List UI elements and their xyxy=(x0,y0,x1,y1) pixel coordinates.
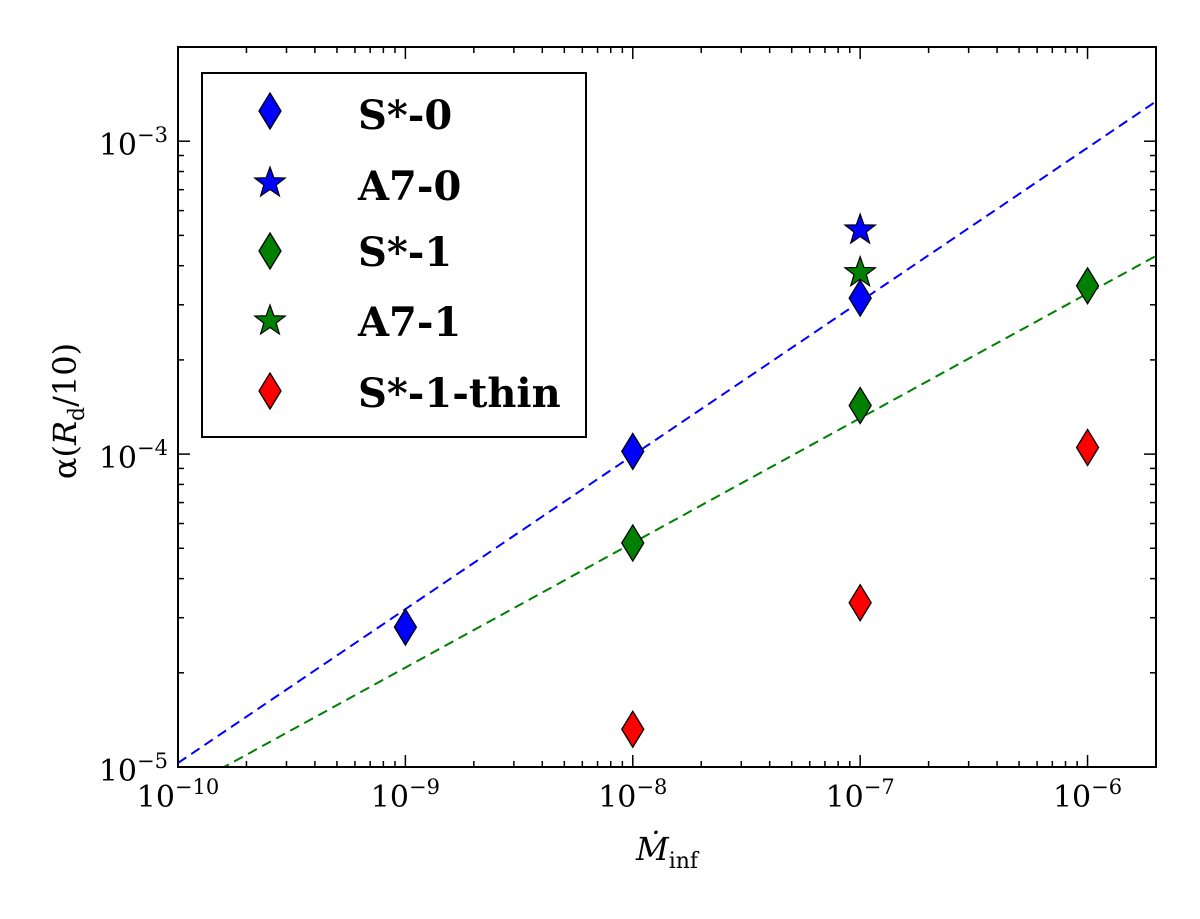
data-point-s-0-1 xyxy=(621,432,645,471)
legend-label-s1-thin: S*-1-thin xyxy=(358,370,561,417)
data-point-a7-1-0 xyxy=(843,254,878,288)
legend-marker-s-1 xyxy=(258,231,282,271)
legend-marker-s-1-thin xyxy=(258,371,282,411)
plot-frame xyxy=(177,46,1157,768)
fit-lines xyxy=(178,100,1156,767)
x-tick-label: 10−7 xyxy=(826,775,895,815)
legend-label-a70: A7-0 xyxy=(357,163,461,210)
legend: S*-0 A7-0 S*-1 A7-1 S*-1-thin xyxy=(201,72,587,438)
legend-label-s0: S*-0 xyxy=(358,92,452,139)
data-point-s-0-0 xyxy=(393,607,418,647)
data-point-s-0-2 xyxy=(848,278,872,318)
data-point-s-1-thin-2 xyxy=(1075,428,1100,467)
fit-line-0 xyxy=(178,100,1156,764)
data-markers xyxy=(393,212,1100,749)
data-point-s-1-2 xyxy=(1075,266,1100,306)
data-point-s-1-0 xyxy=(621,523,645,563)
x-tick-label: 10−6 xyxy=(1053,775,1122,815)
x-tick-label: 10−8 xyxy=(598,775,667,815)
tick-labels: 10−10 10−9 10−8 10−7 10−6 10−5 10−4 10−3 xyxy=(99,123,1122,815)
data-point-s-1-thin-1 xyxy=(848,583,872,622)
y-tick-label: 10−4 xyxy=(99,436,168,476)
data-point-a7-0-0 xyxy=(843,212,878,245)
legend-marker-a7-0 xyxy=(253,165,287,198)
legend-markers xyxy=(253,91,287,411)
legend-marker-s-0 xyxy=(258,91,282,131)
fit-line-1 xyxy=(222,255,1156,767)
y-axis-label: α(Rd/10) xyxy=(46,343,90,479)
legend-label-a71: A7-1 xyxy=(357,299,461,346)
legend-label-s1: S*-1 xyxy=(358,229,452,276)
x-tick-label: 10−10 xyxy=(137,775,220,815)
y-tick-label: 10−5 xyxy=(99,749,168,789)
y-tick-label: 10−3 xyxy=(99,123,168,163)
x-tick-label: 10−9 xyxy=(371,775,440,815)
legend-marker-a7-1 xyxy=(253,303,287,336)
data-point-s-1-thin-0 xyxy=(621,710,645,749)
data-point-s-1-1 xyxy=(848,386,872,425)
x-axis-label: Ṁinf xyxy=(635,830,700,874)
